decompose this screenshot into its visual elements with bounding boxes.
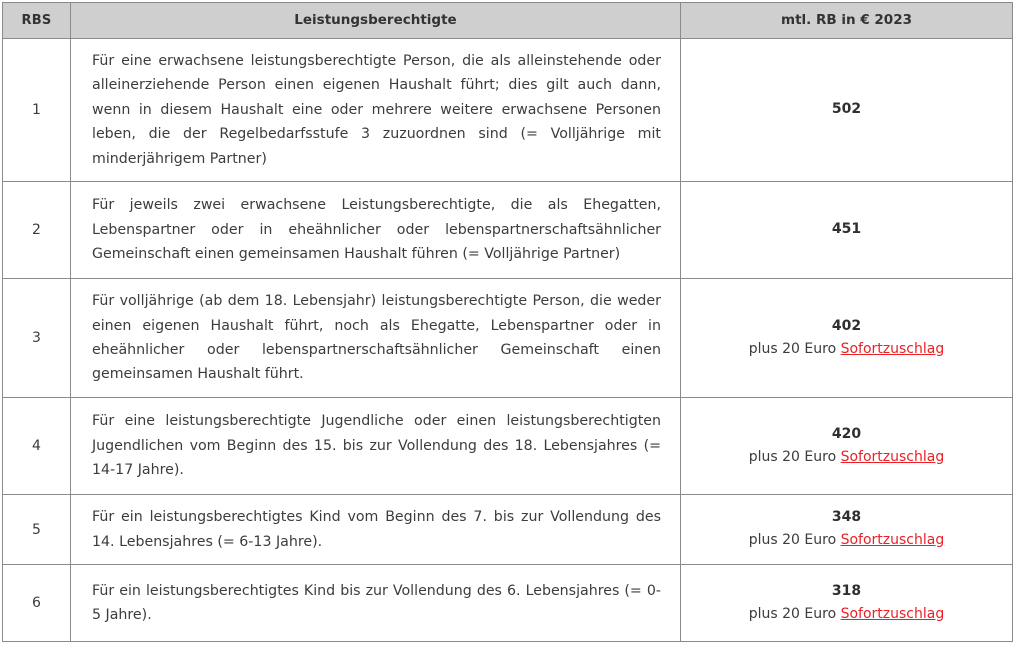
amount-surcharge-note: plus 20 Euro Sofortzuschlag [689,447,1004,469]
column-header-rbs: RBS [2,2,71,39]
cell-description: Für ein leistungsberechtigtes Kind bis z… [70,564,681,642]
cell-description: Für volljährige (ab dem 18. Lebensjahr) … [70,278,681,398]
amount-value: 502 [831,101,862,118]
cell-description: Für jeweils zwei erwachsene Leistungsber… [70,181,681,279]
cell-amount: 318 plus 20 Euro Sofortzuschlag [680,564,1013,642]
cell-rbs-level: 1 [2,38,71,182]
surcharge-prefix: plus 20 Euro [748,340,841,357]
cell-rbs-level: 5 [2,494,71,565]
table-row: 5 Für ein leistungsberechtigtes Kind vom… [2,494,1013,565]
sofortzuschlag-link[interactable]: Sofortzuschlag [840,448,945,465]
surcharge-prefix: plus 20 Euro [748,448,841,465]
table-body: 1 Für eine erwachsene leistungsberechtig… [2,38,1013,642]
cell-description: Für ein leistungsberechtigtes Kind vom B… [70,494,681,565]
amount-value: 402 [831,317,862,334]
surcharge-prefix: plus 20 Euro [748,605,841,622]
cell-rbs-level: 3 [2,278,71,398]
table-row: 3 Für volljährige (ab dem 18. Lebensjahr… [2,278,1013,398]
table-row: 1 Für eine erwachsene leistungsberechtig… [2,38,1013,182]
cell-amount: 420 plus 20 Euro Sofortzuschlag [680,397,1013,495]
amount-value: 420 [831,425,862,442]
sofortzuschlag-link[interactable]: Sofortzuschlag [840,605,945,622]
sofortzuschlag-link[interactable]: Sofortzuschlag [840,532,945,548]
amount-value: 451 [831,221,862,238]
table-row: 4 Für eine leistungsberechtigte Jugendli… [2,397,1013,495]
cell-amount: 502 [680,38,1013,182]
amount-value: 318 [831,582,862,599]
table-row: 6 Für ein leistungsberechtigtes Kind bis… [2,564,1013,642]
sofortzuschlag-link[interactable]: Sofortzuschlag [840,340,945,357]
table-header-row: RBS Leistungsberechtigte mtl. RB in € 20… [2,2,1013,39]
cell-description: Für eine leistungsberechtigte Jugendlich… [70,397,681,495]
amount-surcharge-note: plus 20 Euro Sofortzuschlag [689,604,1004,626]
amount-surcharge-note: plus 20 Euro Sofortzuschlag [689,530,1004,552]
regelbedarfsstufen-table: RBS Leistungsberechtigte mtl. RB in € 20… [2,2,1013,642]
cell-amount: 348 plus 20 Euro Sofortzuschlag [680,494,1013,565]
table-row: 2 Für jeweils zwei erwachsene Leistungsb… [2,181,1013,279]
column-header-leistungsberechtigte: Leistungsberechtigte [70,2,681,39]
column-header-monatlicher-regelbedarf: mtl. RB in € 2023 [680,2,1013,39]
cell-rbs-level: 2 [2,181,71,279]
cell-rbs-level: 6 [2,564,71,642]
cell-amount: 451 [680,181,1013,279]
cell-amount: 402 plus 20 Euro Sofortzuschlag [680,278,1013,398]
amount-value: 348 [831,509,862,526]
table-header: RBS Leistungsberechtigte mtl. RB in € 20… [2,2,1013,39]
amount-surcharge-note: plus 20 Euro Sofortzuschlag [689,339,1004,361]
regelbedarfsstufen-table-container: RBS Leistungsberechtigte mtl. RB in € 20… [2,2,1013,642]
surcharge-prefix: plus 20 Euro [748,532,841,548]
cell-rbs-level: 4 [2,397,71,495]
cell-description: Für eine erwachsene leistungsberechtigte… [70,38,681,182]
